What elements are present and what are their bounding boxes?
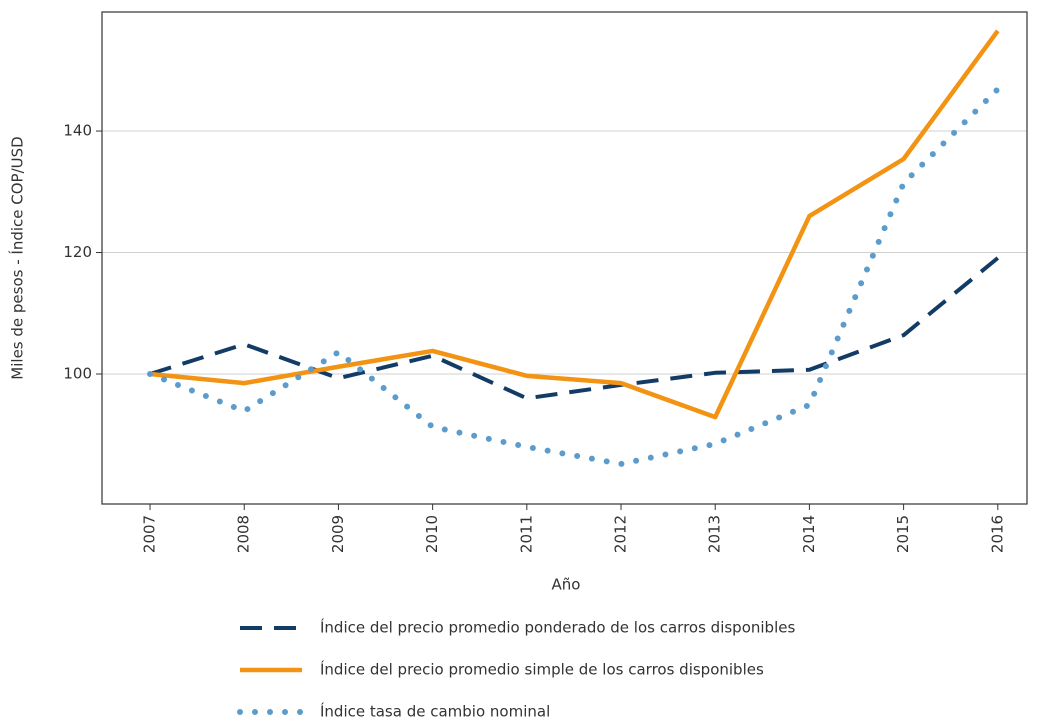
series-line: [147, 86, 1001, 467]
x-tick-label: 2007: [141, 515, 159, 553]
legend-label: Índice tasa de cambio nominal: [320, 702, 550, 721]
plot-frame: [101, 11, 1028, 505]
series-line: [149, 256, 1000, 401]
x-tick-label: 2009: [329, 515, 347, 553]
series-line: [149, 29, 1000, 420]
legend-label: Índice del precio promedio simple de los…: [320, 660, 764, 679]
legend-label: Índice del precio promedio ponderado de …: [320, 618, 795, 637]
y-axis-label: Miles de pesos - Índice COP/USD: [8, 136, 27, 379]
y-tick-label: 120: [63, 243, 92, 261]
x-tick-label: 2013: [706, 515, 724, 553]
x-tick-label: 2010: [423, 515, 441, 553]
x-tick-label: 2008: [235, 515, 253, 553]
x-tick-label: 2011: [517, 515, 535, 553]
x-tick-label: 2015: [894, 515, 912, 553]
x-tick-label: 2012: [612, 515, 630, 553]
x-axis-label: Año: [552, 576, 581, 594]
y-tick-label: 100: [63, 365, 92, 383]
x-tick-label: 2014: [800, 515, 818, 553]
x-tick-label: 2016: [988, 515, 1006, 553]
y-tick-label: 140: [63, 122, 92, 140]
